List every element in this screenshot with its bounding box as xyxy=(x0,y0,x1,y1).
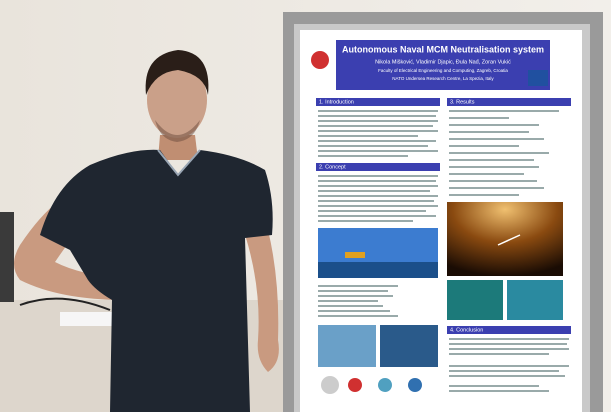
logo xyxy=(378,378,392,392)
logo xyxy=(321,376,339,394)
section-title: 1. Introduction xyxy=(319,99,354,105)
cable xyxy=(19,297,111,311)
figure xyxy=(318,325,376,367)
section-header xyxy=(447,326,571,334)
text-block xyxy=(318,175,438,222)
person xyxy=(14,50,279,412)
arm xyxy=(240,220,279,372)
section-title: 3. Results xyxy=(450,99,475,105)
face xyxy=(147,62,207,138)
poster-title: Autonomous Naval MCM Neutralisation syst… xyxy=(342,44,544,54)
figure xyxy=(380,325,438,367)
sonar-image xyxy=(447,202,563,276)
text-block xyxy=(318,110,438,157)
papers xyxy=(60,312,120,326)
text-block xyxy=(318,285,398,317)
title-banner xyxy=(336,40,550,90)
section-header xyxy=(316,98,440,106)
poster-affiliation: Faculty of Electrical Engineering and Co… xyxy=(378,68,508,73)
poster-authors: Nikola Mišković, Vladimir Djapic, Đula N… xyxy=(375,59,511,65)
arrow xyxy=(497,234,521,246)
polo-shirt xyxy=(40,149,273,412)
figure xyxy=(318,262,438,278)
section-header xyxy=(447,98,571,106)
figure xyxy=(447,280,503,320)
hair xyxy=(145,50,209,95)
figure xyxy=(507,280,563,320)
neck xyxy=(158,135,198,160)
poster-affiliation: NATO Undersea Research Centre, La Spezia… xyxy=(392,76,494,81)
figure xyxy=(345,252,365,258)
logo xyxy=(528,70,548,86)
logo xyxy=(348,378,362,392)
section-title: 4. Conclusion xyxy=(450,327,483,333)
beard xyxy=(155,120,200,142)
logo xyxy=(311,51,329,69)
monitor xyxy=(0,212,14,302)
logo xyxy=(408,378,422,392)
section-title: 2. Concept xyxy=(319,164,346,170)
section-header xyxy=(316,163,440,171)
text-block xyxy=(449,338,569,392)
arm xyxy=(14,200,130,300)
collar xyxy=(157,149,201,177)
text-block xyxy=(449,110,559,196)
